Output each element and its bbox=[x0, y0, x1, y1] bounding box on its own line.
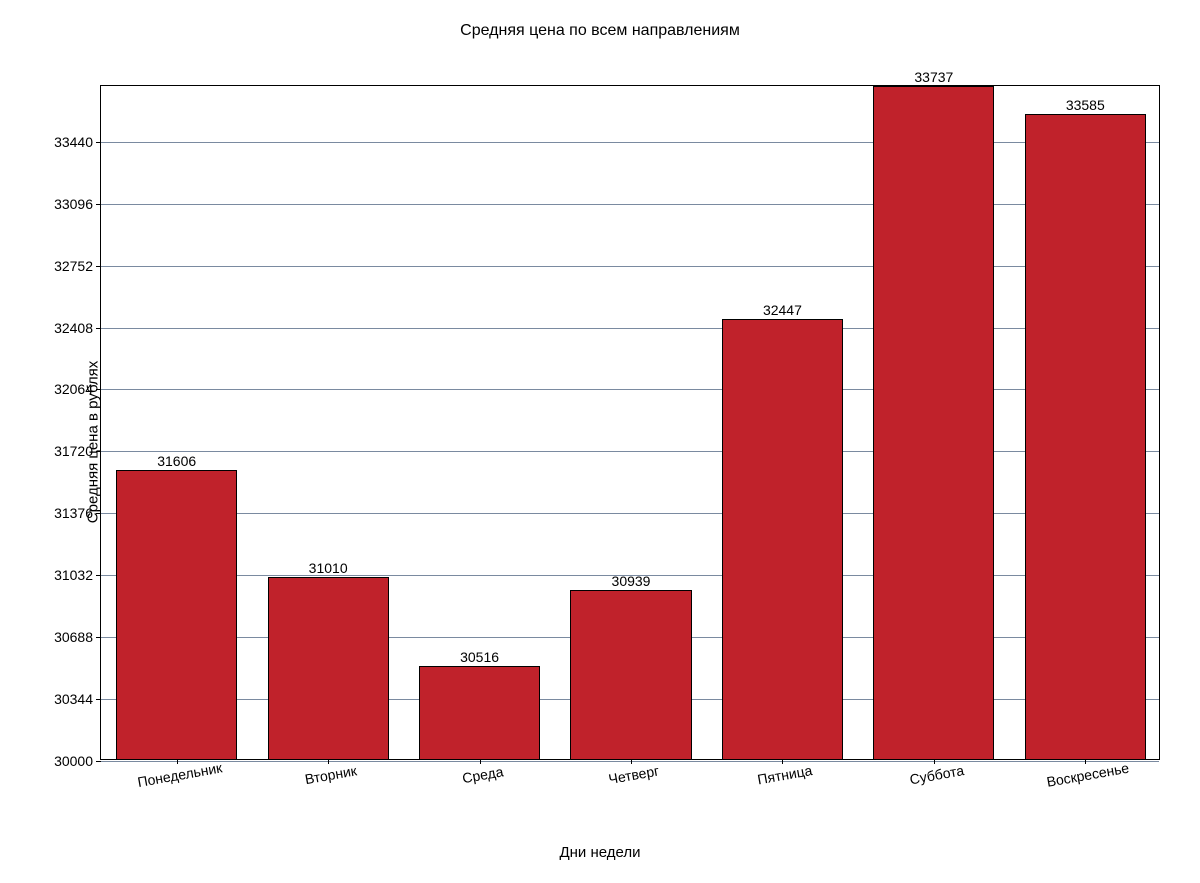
bar-value-label: 30516 bbox=[460, 649, 499, 665]
y-tick-label: 30344 bbox=[54, 691, 101, 707]
y-tick-label: 31720 bbox=[54, 443, 101, 459]
y-tick-label: 30000 bbox=[54, 753, 101, 769]
bar bbox=[1025, 114, 1146, 759]
bar-value-label: 32447 bbox=[763, 302, 802, 318]
bar bbox=[722, 319, 843, 759]
y-tick-label: 30688 bbox=[54, 629, 101, 645]
bar bbox=[116, 470, 237, 759]
gridline bbox=[101, 389, 1159, 390]
bar-value-label: 33737 bbox=[914, 69, 953, 85]
x-axis-label: Дни недели bbox=[0, 844, 1200, 861]
x-tick-label: Суббота bbox=[907, 754, 965, 787]
bar bbox=[873, 86, 994, 759]
bar-value-label: 31010 bbox=[309, 560, 348, 576]
bar-value-label: 30939 bbox=[612, 573, 651, 589]
gridline bbox=[101, 142, 1159, 143]
bar-value-label: 31606 bbox=[157, 453, 196, 469]
gridline bbox=[101, 513, 1159, 514]
x-tick-label: Вторник bbox=[302, 754, 358, 787]
y-tick-label: 33096 bbox=[54, 196, 101, 212]
bar bbox=[419, 666, 540, 759]
gridline bbox=[101, 204, 1159, 205]
y-tick-label: 33440 bbox=[54, 134, 101, 150]
bar bbox=[570, 590, 691, 759]
y-tick-label: 31376 bbox=[54, 505, 101, 521]
chart-title: Средняя цена по всем направлениям bbox=[0, 22, 1200, 40]
plot-area: 3000030344306883103231376317203206432408… bbox=[100, 85, 1160, 760]
gridline bbox=[101, 451, 1159, 452]
gridline bbox=[101, 328, 1159, 329]
y-tick-label: 32752 bbox=[54, 258, 101, 274]
y-tick-label: 31032 bbox=[54, 567, 101, 583]
y-tick-label: 32064 bbox=[54, 381, 101, 397]
bar bbox=[268, 577, 389, 759]
x-tick-label: Четверг bbox=[606, 755, 660, 787]
y-tick-label: 32408 bbox=[54, 320, 101, 336]
bar-value-label: 33585 bbox=[1066, 97, 1105, 113]
gridline bbox=[101, 266, 1159, 267]
x-tick-label: Пятница bbox=[755, 754, 814, 787]
chart-container: Средняя цена по всем направлениям Средня… bbox=[0, 0, 1200, 883]
